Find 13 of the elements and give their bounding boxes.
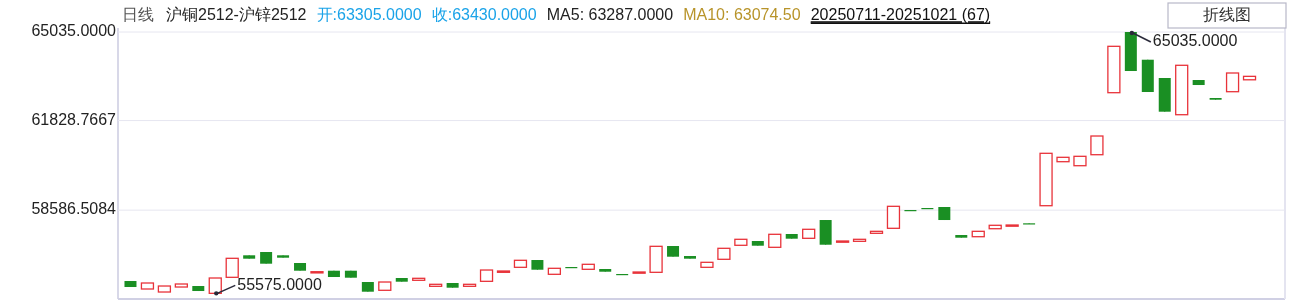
annotation: 65035.0000 bbox=[1152, 32, 1238, 50]
y-tick-label: 65035.0000 bbox=[31, 22, 117, 40]
y-tick-label: 61828.7667 bbox=[31, 110, 117, 128]
text: 收:63430.0000 bbox=[431, 6, 537, 24]
text: MA5: 63287.0000 bbox=[546, 6, 674, 24]
y-tick-label: 58586.5084 bbox=[31, 200, 117, 218]
text: 20250711-20251021 (67) bbox=[810, 6, 991, 24]
text: 开:63305.0000 bbox=[316, 6, 422, 24]
text: MA10: 63074.50 bbox=[683, 6, 801, 24]
text: 折线图 bbox=[1203, 6, 1251, 24]
annotation: 55575.0000 bbox=[237, 275, 322, 293]
text: 日线 bbox=[122, 6, 154, 24]
text: 沪铜2512-沪锌2512 bbox=[166, 6, 307, 24]
